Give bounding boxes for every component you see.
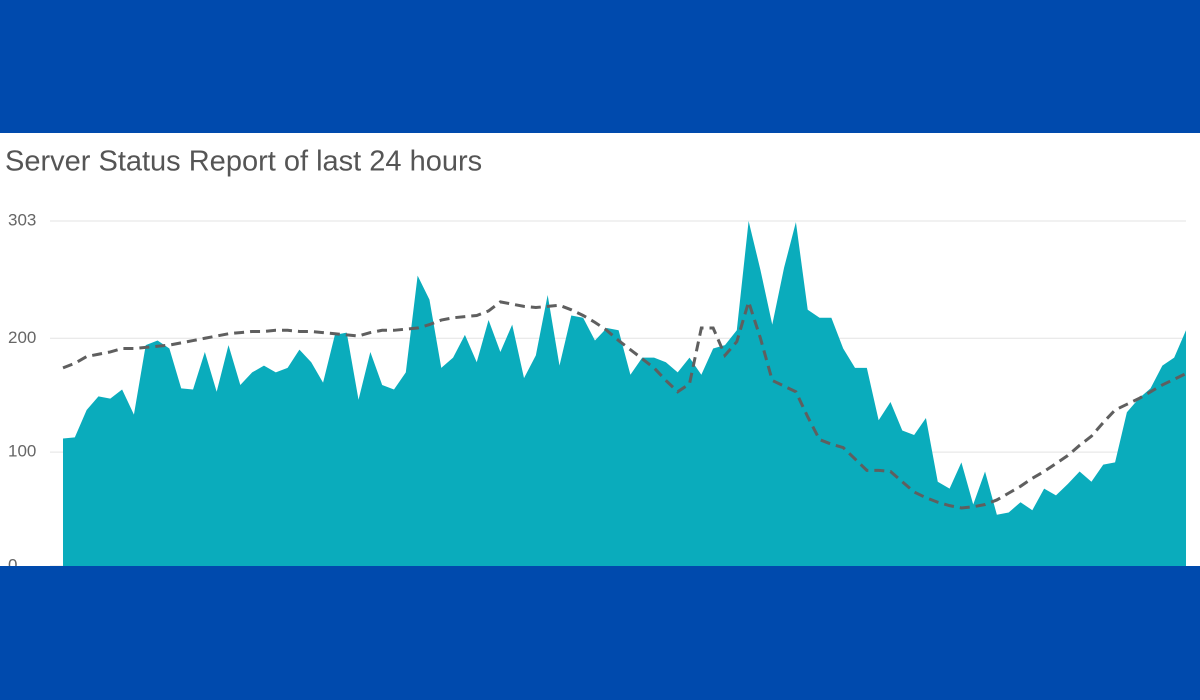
- bottom-banner: [0, 566, 1200, 700]
- plot: 0 100 200 303: [8, 210, 1187, 574]
- y-tick-label: 100: [8, 442, 36, 461]
- chart-title: Server Status Report of last 24 hours: [5, 146, 482, 178]
- y-tick-label: 303: [8, 210, 36, 229]
- area: [63, 221, 1186, 566]
- y-tick-label: 200: [8, 328, 36, 347]
- y-tick-label: 0: [8, 555, 17, 574]
- trend-line: [62, 296, 1187, 510]
